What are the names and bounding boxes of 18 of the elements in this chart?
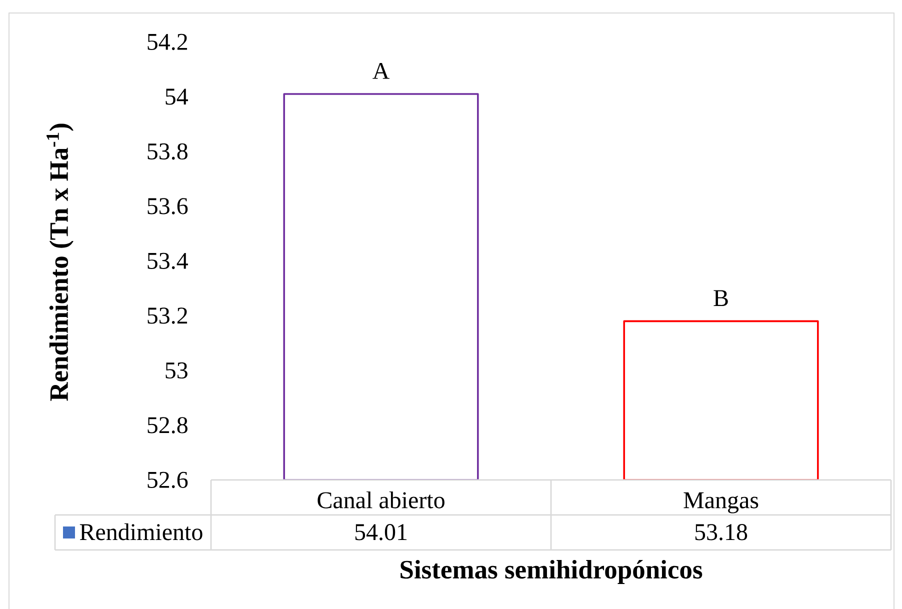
y-tick-label: 53.2 <box>148 308 188 324</box>
x-tick-label: Canal abierto <box>318 491 444 508</box>
y-tick-label: 54 <box>166 88 188 105</box>
y-tick-label: 54.2 <box>148 34 188 50</box>
annotation: B <box>714 290 728 306</box>
y-axis-title: Rendimiento (Tn x Ha$^{-1}$) <box>46 124 74 401</box>
annotation: A <box>372 62 390 79</box>
y-tick-label: 53.8 <box>148 143 188 160</box>
y-tick-label: 52.6 <box>148 472 188 488</box>
y-tick-label: 53.6 <box>148 198 188 214</box>
data-label: 54.01 <box>355 524 407 540</box>
x-tick-label: Mangas <box>684 492 758 514</box>
x-axis-title: Sistemas semihidropónicos <box>400 560 702 584</box>
y-tick-label: 53.4 <box>148 252 188 270</box>
y-tick-label: 52.8 <box>148 417 188 434</box>
y-tick-label: 53 <box>166 362 188 379</box>
text: Rendimiento <box>80 523 202 540</box>
data-label: 53.18 <box>695 524 748 540</box>
